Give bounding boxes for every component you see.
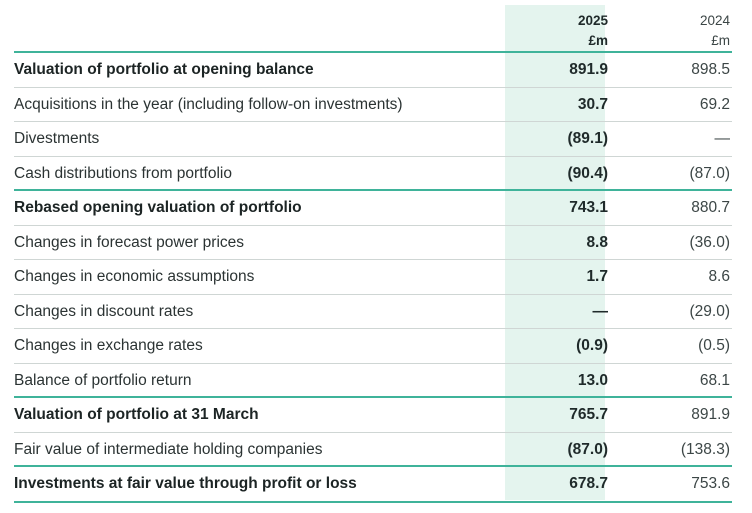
row-value-2025: 13.0 bbox=[577, 371, 608, 389]
header-unit-2024: £m bbox=[711, 33, 730, 48]
row-value-2024: 69.2 bbox=[699, 95, 730, 113]
row-label: Balance of portfolio return bbox=[14, 371, 192, 389]
row-label: Divestments bbox=[14, 130, 100, 147]
table-row: Valuation of portfolio at opening balanc… bbox=[14, 53, 732, 88]
header-2025: 2025 £m bbox=[578, 11, 608, 51]
header-year-2024: 2024 bbox=[699, 13, 730, 28]
row-value-2025: (90.4) bbox=[567, 164, 609, 182]
row-value-2025: 891.9 bbox=[569, 61, 608, 78]
table-row: Changes in economic assumptions 1.7 8.6 bbox=[14, 260, 732, 295]
row-value-2024: (0.5) bbox=[698, 337, 730, 354]
row-value-2025: 765.7 bbox=[569, 406, 608, 423]
row-value-2024: (87.0) bbox=[689, 164, 731, 182]
portfolio-valuation-table: 2025 £m 2024 £m Valuation of portfolio a… bbox=[14, 5, 732, 503]
row-value-2024: (138.3) bbox=[680, 440, 730, 458]
header-2024: 2024 £m bbox=[700, 11, 730, 51]
row-label: Rebased opening valuation of portfolio bbox=[14, 199, 302, 216]
row-label: Investments at fair value through profit… bbox=[14, 475, 357, 492]
row-value-2025: — bbox=[592, 302, 609, 320]
table-row: Acquisitions in the year (including foll… bbox=[14, 88, 732, 122]
row-value-2025: 8.8 bbox=[586, 233, 608, 251]
row-value-2024: 891.9 bbox=[691, 406, 730, 423]
table-header: 2025 £m 2024 £m bbox=[14, 5, 732, 51]
row-value-2025: 678.7 bbox=[569, 475, 608, 492]
row-label: Cash distributions from portfolio bbox=[14, 164, 232, 182]
table-row: Cash distributions from portfolio (90.4)… bbox=[14, 157, 732, 191]
row-value-2025: (89.1) bbox=[567, 130, 609, 147]
row-label: Changes in forecast power prices bbox=[14, 233, 245, 251]
row-value-2024: — bbox=[714, 130, 731, 147]
table-row: Changes in exchange rates (0.9) (0.5) bbox=[14, 329, 732, 364]
header-year-2025: 2025 bbox=[577, 13, 608, 28]
table-row: Valuation of portfolio at 31 March 765.7… bbox=[14, 398, 732, 433]
row-value-2025: 30.7 bbox=[577, 95, 608, 113]
row-value-2024: (36.0) bbox=[689, 233, 731, 251]
row-value-2024: 68.1 bbox=[699, 371, 730, 389]
row-label: Valuation of portfolio at 31 March bbox=[14, 406, 259, 423]
table-row: Divestments (89.1) — bbox=[14, 122, 732, 157]
header-divider bbox=[14, 51, 732, 53]
current-year-column-highlight bbox=[505, 5, 605, 500]
header-unit-2025: £m bbox=[588, 33, 608, 48]
row-value-2025: (87.0) bbox=[567, 440, 609, 458]
table-row: Changes in forecast power prices 8.8 (36… bbox=[14, 226, 732, 260]
row-value-2024: 880.7 bbox=[691, 199, 730, 216]
row-label: Changes in discount rates bbox=[14, 302, 194, 320]
row-value-2025: 1.7 bbox=[586, 268, 608, 285]
table-row: Balance of portfolio return 13.0 68.1 bbox=[14, 364, 732, 398]
table-row: Changes in discount rates — (29.0) bbox=[14, 295, 732, 329]
row-value-2024: 898.5 bbox=[691, 61, 730, 78]
row-value-2024: 8.6 bbox=[708, 268, 730, 285]
row-value-2024: 753.6 bbox=[691, 475, 730, 492]
table-row: Investments at fair value through profit… bbox=[14, 467, 732, 503]
row-label: Fair value of intermediate holding compa… bbox=[14, 440, 323, 458]
row-value-2025: (0.9) bbox=[576, 337, 608, 354]
table-row: Rebased opening valuation of portfolio 7… bbox=[14, 191, 732, 226]
table-row: Fair value of intermediate holding compa… bbox=[14, 433, 732, 467]
row-label: Valuation of portfolio at opening balanc… bbox=[14, 61, 314, 78]
row-label: Changes in exchange rates bbox=[14, 337, 203, 354]
row-label: Changes in economic assumptions bbox=[14, 268, 255, 285]
row-value-2025: 743.1 bbox=[569, 199, 608, 216]
row-value-2024: (29.0) bbox=[689, 302, 731, 320]
row-label: Acquisitions in the year (including foll… bbox=[14, 95, 403, 113]
